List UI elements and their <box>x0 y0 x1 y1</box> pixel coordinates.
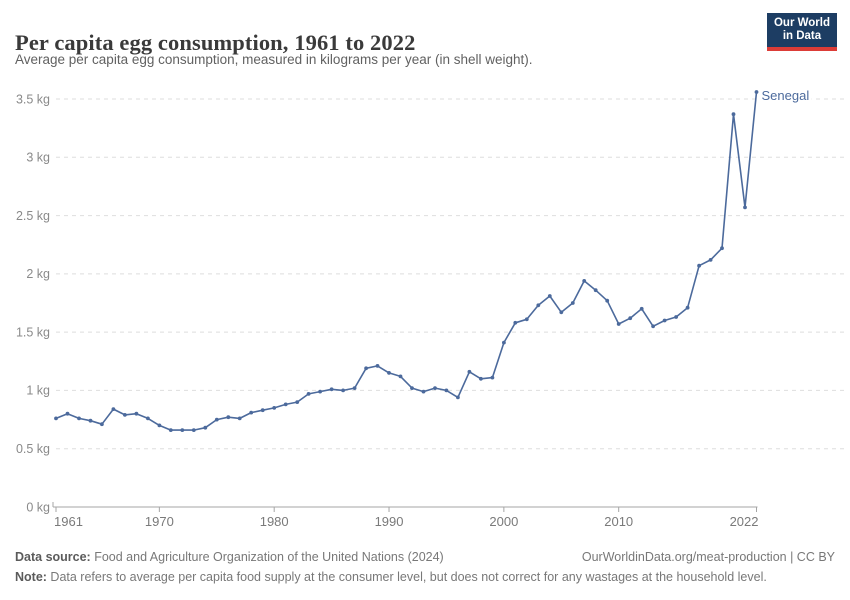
data-point[interactable] <box>708 258 713 262</box>
y-axis-tick-label: 1.5 kg <box>16 325 50 339</box>
x-axis-tick-label: 1970 <box>145 514 174 529</box>
credit-link[interactable]: OurWorldinData.org/meat-production | CC … <box>581 550 835 564</box>
data-point[interactable] <box>54 416 58 421</box>
data-point[interactable] <box>226 415 231 420</box>
data-point[interactable] <box>375 364 380 368</box>
data-point[interactable] <box>433 386 437 390</box>
data-point[interactable] <box>582 279 587 283</box>
note-text: Data refers to average per capita food s… <box>46 570 767 584</box>
y-axis-tick-label: 1 kg <box>26 384 50 398</box>
data-point[interactable] <box>398 374 403 379</box>
data-point[interactable] <box>731 112 736 117</box>
data-point[interactable] <box>168 428 173 432</box>
data-point[interactable] <box>410 386 414 390</box>
data-point[interactable] <box>467 369 472 374</box>
data-point[interactable] <box>421 389 426 394</box>
data-point[interactable] <box>283 402 288 407</box>
entity-label[interactable]: Senegal <box>762 88 810 103</box>
data-source-label: Data source: <box>15 550 91 564</box>
page-title: Per capita egg consumption, 1961 to 2022 <box>15 30 416 56</box>
data-point[interactable] <box>272 406 277 410</box>
data-line[interactable] <box>55 91 758 431</box>
data-point[interactable] <box>180 428 185 432</box>
data-point[interactable] <box>203 425 208 430</box>
data-point[interactable] <box>479 376 483 381</box>
x-axis-tick-label: 1980 <box>260 514 289 529</box>
y-axis-tick-label: 0 kg <box>26 500 50 514</box>
owid-logo[interactable]: Our World in Data <box>766 13 837 52</box>
data-point[interactable] <box>502 340 506 345</box>
data-point[interactable] <box>364 366 368 371</box>
data-point[interactable] <box>674 315 678 319</box>
data-point[interactable] <box>191 428 196 432</box>
x-axis-tick-label: 1961 <box>54 514 83 529</box>
data-point[interactable] <box>352 386 357 390</box>
data-point[interactable] <box>329 387 334 392</box>
data-point[interactable] <box>605 298 610 303</box>
data-point[interactable] <box>628 316 633 321</box>
note-label: Note: <box>15 570 47 584</box>
chart-subtitle: Average per capita egg consumption, meas… <box>15 52 533 67</box>
data-point[interactable] <box>559 310 564 315</box>
data-point[interactable] <box>743 205 747 210</box>
data-point[interactable] <box>444 388 449 393</box>
data-point[interactable] <box>593 288 598 293</box>
data-point[interactable] <box>570 301 575 305</box>
y-axis-tick-label: 2.5 kg <box>16 209 50 223</box>
y-axis-tick-label: 3 kg <box>26 151 50 165</box>
data-point[interactable] <box>456 395 460 400</box>
data-point[interactable] <box>134 411 139 416</box>
data-source-text: Food and Agriculture Organization of the… <box>90 550 444 564</box>
entity-label-backing <box>759 87 812 104</box>
data-point[interactable] <box>387 371 391 375</box>
data-point[interactable] <box>341 388 345 393</box>
x-axis-tick-label: 1990 <box>375 514 404 529</box>
data-point[interactable] <box>123 413 127 417</box>
data-point[interactable] <box>318 389 322 394</box>
data-point[interactable] <box>697 263 701 268</box>
chart-footer: Data source: Food and Agriculture Organi… <box>15 547 835 587</box>
data-point[interactable] <box>214 417 219 422</box>
data-point[interactable] <box>639 306 644 311</box>
note-line: Note: Data refers to average per capita … <box>15 570 767 584</box>
y-axis-tick-label: 0.5 kg <box>16 442 50 456</box>
x-axis-tick-label: 2000 <box>489 514 518 529</box>
data-point[interactable] <box>754 90 759 94</box>
x-axis-tick-label: 2010 <box>604 514 633 529</box>
data-point[interactable] <box>524 317 529 322</box>
data-point[interactable] <box>88 418 93 423</box>
data-point[interactable] <box>111 407 116 411</box>
y-axis-tick-label: 2 kg <box>26 267 50 281</box>
data-point[interactable] <box>65 411 70 416</box>
data-point[interactable] <box>260 408 265 413</box>
data-point[interactable] <box>306 392 311 396</box>
data-point[interactable] <box>651 324 655 329</box>
data-point[interactable] <box>685 305 690 310</box>
data-point[interactable] <box>616 322 621 326</box>
x-axis-tick-label: 2022 <box>730 514 759 529</box>
data-point[interactable] <box>237 416 242 421</box>
data-point[interactable] <box>662 318 667 323</box>
data-point[interactable] <box>295 400 300 404</box>
owid-logo-line2: in Data <box>782 30 822 43</box>
data-point[interactable] <box>146 416 150 421</box>
data-point[interactable] <box>100 422 104 427</box>
data-point[interactable] <box>536 303 541 308</box>
data-point[interactable] <box>490 375 495 380</box>
data-point[interactable] <box>249 410 254 415</box>
data-point[interactable] <box>513 320 518 325</box>
data-point[interactable] <box>157 423 162 428</box>
data-point[interactable] <box>77 416 81 421</box>
data-point[interactable] <box>720 246 724 251</box>
y-axis-tick-label: 3.5 kg <box>16 92 50 106</box>
data-point[interactable] <box>547 294 552 298</box>
data-source-line: Data source: Food and Agriculture Organi… <box>15 547 444 567</box>
owid-logo-line1: Our World <box>773 17 830 29</box>
